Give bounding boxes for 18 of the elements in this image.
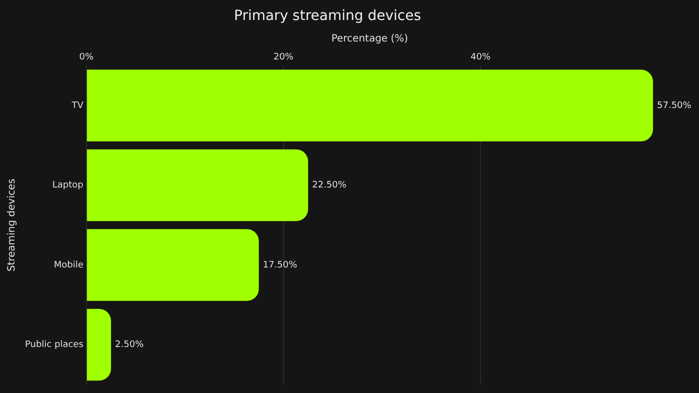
y-tick-label: Laptop <box>52 180 84 191</box>
chart-title: Primary streaming devices <box>234 8 421 24</box>
x-tick-label: 0% <box>79 52 94 63</box>
bar <box>86 149 308 222</box>
x-tick-label: 40% <box>470 52 491 63</box>
data-label: 57.50% <box>657 100 692 111</box>
data-label: 22.50% <box>312 180 347 191</box>
bar <box>86 308 112 381</box>
y-tick-label: Public places <box>24 340 84 350</box>
bar <box>86 229 259 301</box>
x-tick-label: 20% <box>273 52 294 63</box>
y-tick-label: Mobile <box>54 260 84 270</box>
data-label: 17.50% <box>262 260 298 270</box>
y-tick-label: TV <box>70 100 84 111</box>
bar <box>86 70 653 142</box>
x-axis-title: Percentage (%) <box>331 33 408 44</box>
data-label: 2.50% <box>115 340 144 350</box>
y-axis-title: Streaming devices <box>6 178 18 272</box>
